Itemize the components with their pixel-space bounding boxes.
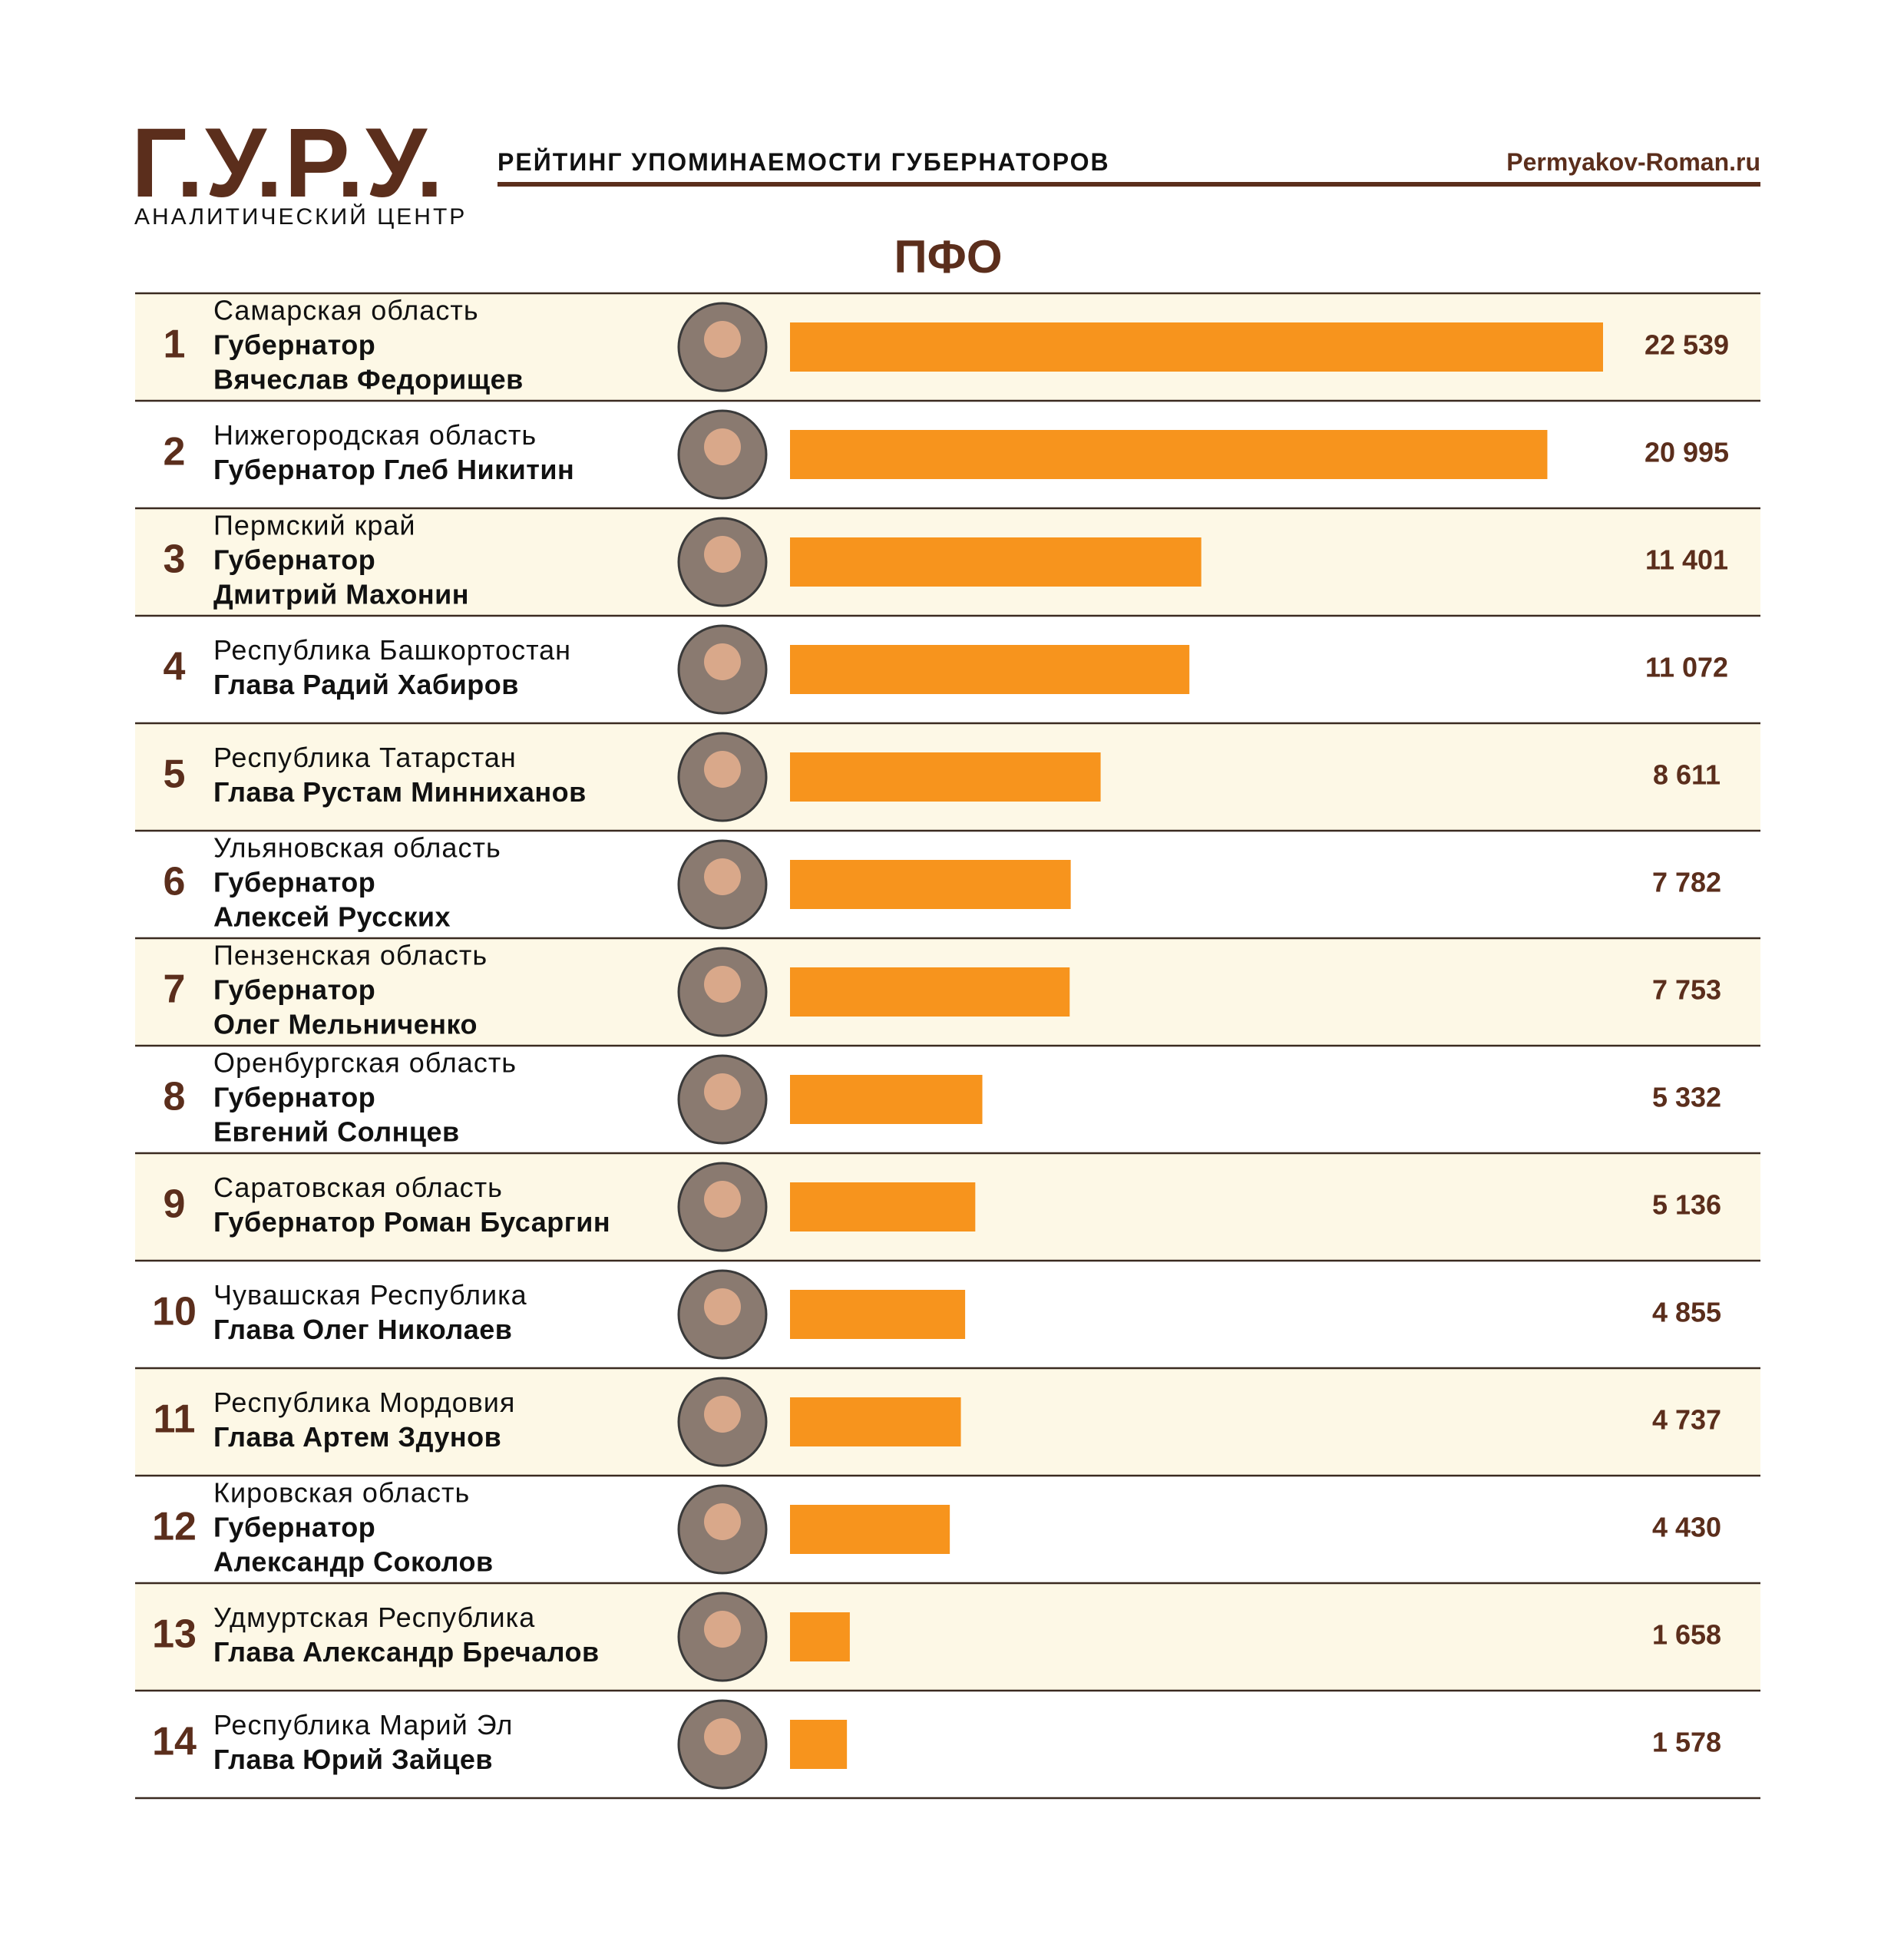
rank: 2 (164, 430, 186, 474)
leader-name: Алексей Русских (213, 901, 451, 933)
portrait-head (704, 536, 741, 573)
value-label: 11 401 (1645, 544, 1728, 576)
portrait-head (704, 1288, 741, 1325)
bar (790, 430, 1548, 479)
region-name: Саратовская область (213, 1172, 503, 1203)
rank: 14 (152, 1720, 197, 1764)
rank: 9 (164, 1182, 186, 1227)
bar (790, 1075, 983, 1124)
bar (790, 1290, 966, 1339)
logo: Г.У.Р.У. (131, 108, 445, 218)
leader-name: Олег Мельниченко (213, 1009, 478, 1040)
region-name: Республика Мордовия (213, 1387, 515, 1418)
leader-name: Губернатор (213, 544, 375, 576)
bar (790, 1612, 850, 1661)
leader-name: Глава Олег Николаев (213, 1314, 512, 1345)
portrait-head (704, 1073, 741, 1110)
leader-name: Глава Юрий Зайцев (213, 1744, 493, 1775)
portrait-head (704, 858, 741, 895)
portrait-head (704, 321, 741, 358)
portrait-head (704, 643, 741, 680)
region-name: Республика Башкортостан (213, 634, 571, 666)
leader-name: Глава Рустам Минниханов (213, 776, 587, 808)
row-band (135, 1583, 1760, 1691)
leader-name: Глава Артем Здунов (213, 1421, 501, 1453)
leader-name: Губернатор (213, 867, 375, 898)
rank: 8 (164, 1075, 186, 1119)
rank: 6 (164, 860, 186, 904)
value-label: 5 136 (1652, 1189, 1721, 1221)
leader-name: Губернатор (213, 974, 375, 1006)
leader-name: Вячеслав Федорищев (213, 364, 524, 395)
leader-name: Губернатор (213, 1082, 375, 1113)
bar (790, 967, 1070, 1017)
region-name: Республика Татарстан (213, 742, 517, 773)
region-name: Удмуртская Республика (213, 1602, 535, 1633)
logo-caption: АНАЛИТИЧЕСКИЙ ЦЕНТР (134, 203, 467, 230)
rank: 3 (164, 537, 186, 582)
rank: 10 (152, 1290, 197, 1334)
bar (790, 860, 1071, 909)
value-label: 7 782 (1652, 867, 1721, 898)
rank: 1 (164, 322, 186, 367)
leader-name: Губернатор (213, 1512, 375, 1543)
leader-name: Губернатор Роман Бусаргин (213, 1206, 610, 1238)
value-label: 11 072 (1645, 652, 1728, 683)
rank: 11 (154, 1397, 196, 1442)
rank: 4 (164, 645, 186, 689)
value-label: 22 539 (1645, 329, 1729, 361)
bar (790, 1505, 950, 1554)
rank: 7 (164, 967, 186, 1012)
bar (790, 645, 1190, 694)
region-name: Ульяновская область (213, 832, 501, 864)
value-label: 5 332 (1652, 1082, 1721, 1113)
value-label: 8 611 (1653, 759, 1721, 791)
region-name: Республика Марий Эл (213, 1709, 513, 1741)
value-label: 4 855 (1652, 1297, 1721, 1328)
leader-name: Евгений Солнцев (213, 1116, 460, 1148)
site: Permyakov-Roman.ru (1506, 148, 1760, 176)
region-name: Пензенская область (213, 940, 488, 971)
header-title: РЕЙТИНГ УПОМИНАЕМОСТИ ГУБЕРНАТОРОВ (497, 148, 1110, 176)
leader-name: Глава Александр Бречалов (213, 1636, 600, 1668)
bar (790, 1397, 961, 1446)
portrait-head (704, 751, 741, 788)
region-name: Нижегородская область (213, 419, 537, 451)
portrait-head (704, 1718, 741, 1755)
bar (790, 752, 1101, 802)
portrait-head (704, 1181, 741, 1218)
rank: 5 (164, 752, 186, 797)
rank: 12 (152, 1505, 197, 1549)
portrait-head (704, 1396, 741, 1433)
region-name: Чувашская Республика (213, 1279, 527, 1311)
leader-name: Дмитрий Махонин (213, 579, 469, 610)
rank: 13 (152, 1612, 197, 1657)
portrait-head (704, 966, 741, 1003)
portrait-head (704, 428, 741, 465)
portrait-head (704, 1611, 741, 1648)
bar (790, 1182, 976, 1231)
value-label: 4 430 (1652, 1512, 1721, 1543)
leader-name: Глава Радий Хабиров (213, 669, 519, 700)
region-name: Оренбургская область (213, 1047, 517, 1079)
value-label: 1 578 (1652, 1727, 1721, 1758)
leader-name: Александр Соколов (213, 1546, 494, 1578)
chart-title: ПФО (894, 231, 1002, 283)
bar (790, 1720, 848, 1769)
region-name: Пермский край (213, 510, 416, 541)
bar (790, 537, 1202, 587)
region-name: Кировская область (213, 1477, 470, 1509)
value-label: 4 737 (1652, 1404, 1721, 1436)
value-label: 7 753 (1652, 974, 1721, 1006)
leader-name: Губернатор (213, 329, 375, 361)
region-name: Самарская область (213, 295, 479, 326)
bar (790, 322, 1603, 372)
value-label: 20 995 (1645, 437, 1729, 468)
portrait-head (704, 1503, 741, 1540)
value-label: 1 658 (1652, 1619, 1721, 1651)
leader-name: Губернатор Глеб Никитин (213, 454, 574, 485)
